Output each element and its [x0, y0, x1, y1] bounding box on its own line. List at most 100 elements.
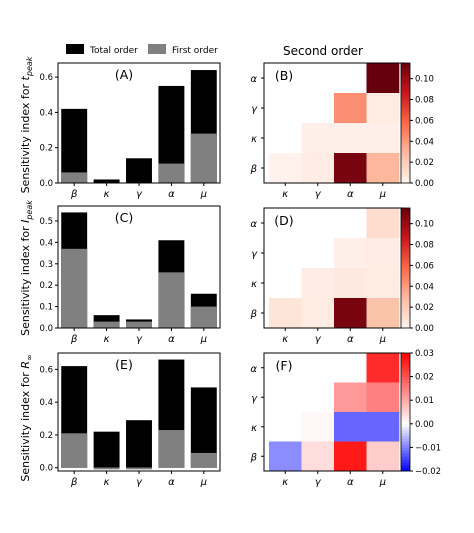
xtick-label: α [168, 189, 175, 200]
colorbar-segment [401, 310, 410, 314]
col-label: α [347, 189, 354, 200]
col-label: γ [315, 189, 322, 200]
panel-label: (C) [115, 210, 133, 225]
colorbar-segment [401, 412, 410, 416]
row-label: α [250, 364, 257, 375]
xtick-label: μ [200, 477, 207, 488]
ylabel-e: Sensitivity index for R∞ [19, 354, 34, 481]
colorbar-segment [401, 223, 410, 227]
heatmap-cell-d-3-2 [334, 298, 367, 329]
xtick-label: κ [104, 189, 110, 200]
colorbar-segment [401, 253, 410, 257]
legend-first-label: First order [172, 46, 218, 56]
colorbar-segment [401, 250, 410, 254]
colorbar-segment [401, 138, 410, 142]
colorbar-segment [401, 394, 410, 398]
ytick-label: 0.2 [39, 281, 53, 291]
heatmap-cell-b-3-1 [301, 153, 335, 184]
colorbar-segment [401, 316, 410, 320]
bar-first-c-0 [61, 248, 88, 328]
colorbar-segment [401, 307, 410, 311]
colorbar-segment [401, 129, 410, 133]
colorbar-segment [401, 81, 410, 85]
colorbar-segment [401, 397, 410, 401]
colorbar-segment [401, 313, 410, 317]
colorbar-segment [401, 147, 410, 151]
xtick-label: κ [104, 477, 110, 488]
row-label: γ [251, 393, 258, 404]
colorbar-segment [401, 304, 410, 308]
colorbar-segment [401, 450, 410, 454]
ytick-label: 0.4 [39, 238, 53, 248]
col-label: μ [379, 189, 386, 200]
bar-first-c-4 [190, 306, 217, 328]
colorbar-segment [401, 417, 410, 422]
col-label: γ [315, 334, 322, 345]
colorbar-segment [401, 262, 410, 266]
heatmap-cell-f-3-1 [301, 441, 335, 472]
ytick-label: 0.2 [39, 144, 53, 154]
colorbar-segment [401, 168, 410, 172]
second-order-title: Second order [283, 44, 363, 58]
bar-first-c-2 [126, 321, 152, 328]
colorbar-tick-label: −0.01 [415, 443, 441, 453]
colorbar-segment [401, 111, 410, 115]
colorbar-segment [401, 468, 410, 472]
bar-total-e-1 [93, 431, 120, 468]
colorbar-segment [401, 370, 410, 375]
colorbar-segment [401, 403, 410, 407]
colorbar-segment [401, 78, 410, 82]
heatmap-cell-d-2-1 [301, 268, 335, 299]
row-label: β [250, 309, 258, 320]
heatmap-cell-f-3-2 [334, 441, 367, 472]
colorbar-segment [401, 325, 410, 329]
legend-first-swatch [148, 44, 166, 54]
colorbar-segment [401, 462, 410, 466]
colorbar-segment [401, 388, 410, 392]
colorbar-segment [401, 379, 410, 383]
xtick-label: γ [136, 189, 143, 200]
colorbar-segment [401, 220, 410, 224]
colorbar-segment [401, 361, 410, 366]
colorbar-segment [401, 289, 410, 293]
row-label: β [250, 452, 258, 463]
bar-panel-a: 0.0 0.2 0.4 0.6 β κ γ α μ (A) [39, 62, 221, 200]
colorbar-tick-label: 0.04 [415, 137, 434, 147]
colorbar-segment [401, 432, 410, 436]
colorbar-segment [401, 426, 410, 431]
ytick-label: 0.2 [39, 431, 53, 441]
colorbar-segment [401, 75, 410, 79]
colorbar-segment [401, 217, 410, 221]
heatmap-panel-b: α γ κ β κ γ α μ (B) 0.00 0.02 0.04 0.06 0.08 0.10 [250, 62, 434, 200]
colorbar-segment [401, 358, 410, 363]
colorbar-tick-label: 0.02 [415, 303, 434, 313]
bar-total-a-2 [126, 158, 152, 183]
heatmap-cell-f-2-3 [366, 412, 400, 442]
colorbar-tick-label: 0.08 [415, 241, 434, 251]
colorbar-segment [401, 301, 410, 305]
colorbar-segment [401, 435, 410, 439]
colorbar-segment [401, 295, 410, 299]
bar-first-e-1 [93, 467, 120, 470]
colorbar-segment [401, 453, 410, 457]
colorbar-segment [401, 319, 410, 323]
colorbar-segment [401, 69, 410, 73]
colorbar-segment [401, 177, 410, 181]
xtick-label: β [70, 334, 78, 345]
row-label: κ [251, 134, 257, 145]
bar-first-c-3 [158, 272, 185, 328]
colorbar-segment [401, 241, 410, 245]
bar-first-e-3 [158, 430, 185, 468]
colorbar-frame [400, 62, 411, 184]
colorbar-segment [401, 355, 410, 360]
ytick-label: 0.5 [39, 217, 53, 227]
ylabel-a: Sensitivity index for tpeak [19, 56, 34, 193]
colorbar-segment [401, 171, 410, 175]
heatmap-cell-b-3-2 [334, 153, 367, 184]
bar-panel-c: 0.0 0.1 0.2 0.3 0.4 0.5 β κ γ α μ (C) [39, 205, 221, 345]
colorbar-segment [401, 423, 410, 428]
colorbar-segment [401, 159, 410, 163]
heatmap-cell-b-0-3 [366, 63, 400, 94]
colorbar-segment [401, 385, 410, 389]
